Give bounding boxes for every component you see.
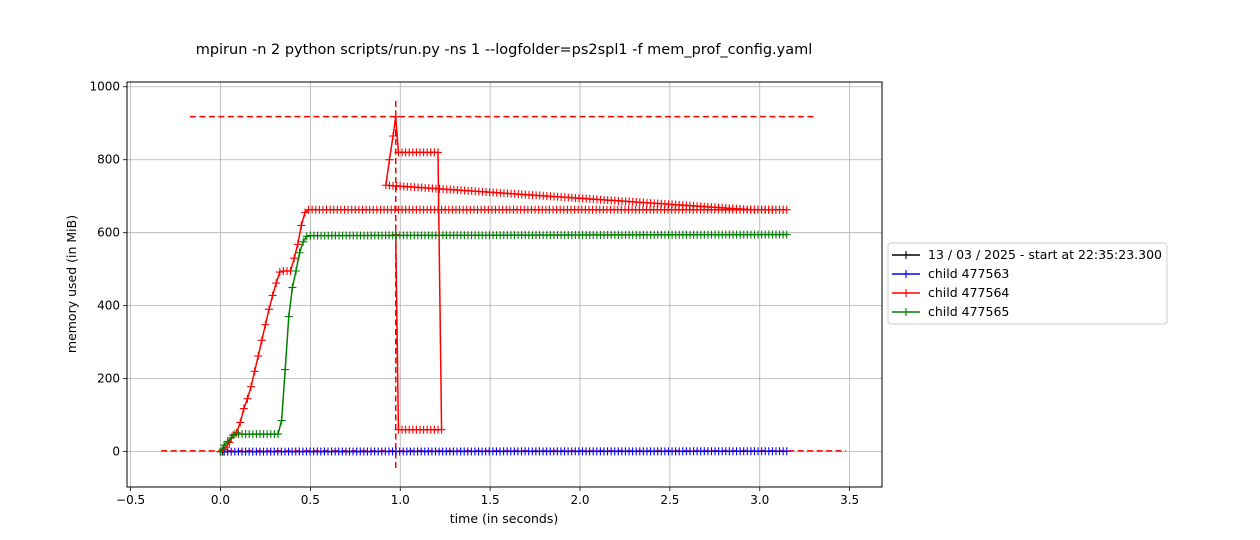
y-axis-label: memory used (in MiB) xyxy=(64,215,79,353)
data-point xyxy=(389,132,398,140)
legend: 13 / 03 / 2025 - start at 22:35:23.300 ch… xyxy=(887,242,1168,325)
x-tick-label: 3.5 xyxy=(840,493,859,507)
series-line xyxy=(219,233,787,452)
data-point xyxy=(274,430,282,439)
y-tick-label: 200 xyxy=(97,372,120,386)
data-point xyxy=(239,404,248,413)
data-point xyxy=(257,336,266,345)
data-point xyxy=(290,254,299,263)
data-point xyxy=(291,267,300,275)
data-point xyxy=(433,148,442,157)
axes-frame xyxy=(126,81,883,488)
data-point xyxy=(268,291,277,300)
legend-entry-label: child 477564 xyxy=(928,285,1009,300)
legend-entry-label: child 477565 xyxy=(928,304,1009,319)
legend-entry-label: child 477563 xyxy=(928,266,1009,281)
plot-area xyxy=(216,112,791,456)
data-point xyxy=(236,418,245,427)
data-point xyxy=(295,248,304,257)
x-axis-ticks: −0.5 0.0 0.5 1.0 1.5 2.0 2.5 3.0 3.5 xyxy=(116,487,859,507)
data-point xyxy=(216,447,225,456)
legend-entry-label: 13 / 03 / 2025 - start at 22:35:23.300 xyxy=(928,247,1162,262)
data-point xyxy=(782,447,791,456)
legend-swatch-marker xyxy=(902,289,910,297)
chart-title: mpirun -n 2 python scripts/run.py -ns 1 … xyxy=(196,42,813,58)
legend-box xyxy=(887,242,1168,325)
data-point xyxy=(272,279,281,288)
data-point xyxy=(261,320,270,329)
data-point xyxy=(250,367,259,376)
data-point xyxy=(277,416,286,425)
data-point xyxy=(284,312,293,321)
legend-swatch-marker xyxy=(902,308,910,316)
data-point xyxy=(243,394,252,403)
data-point xyxy=(247,382,256,391)
legend-swatch-marker xyxy=(902,270,910,278)
data-point xyxy=(227,433,236,442)
y-tick-label: 800 xyxy=(97,153,120,167)
x-tick-label: 0.0 xyxy=(211,493,230,507)
data-point xyxy=(281,365,290,374)
x-tick-label: 1.5 xyxy=(481,493,500,507)
data-point xyxy=(288,283,297,292)
y-tick-label: 600 xyxy=(97,226,120,240)
data-point xyxy=(275,268,284,277)
y-axis-ticks: 0 200 400 600 800 1000 xyxy=(89,80,127,459)
x-tick-label: 3.0 xyxy=(750,493,769,507)
y-tick-label: 0 xyxy=(112,445,120,459)
data-point xyxy=(381,181,390,190)
x-tick-label: −0.5 xyxy=(116,493,145,507)
data-point xyxy=(394,425,403,434)
legend-swatch-marker xyxy=(902,251,910,259)
data-point xyxy=(297,221,306,230)
data-point xyxy=(299,237,308,246)
series-3 xyxy=(216,112,791,456)
x-tick-label: 1.0 xyxy=(391,493,410,507)
y-tick-label: 1000 xyxy=(89,80,120,94)
x-axis-label: time (in seconds) xyxy=(450,511,558,526)
x-tick-label: 2.5 xyxy=(660,493,679,507)
data-point xyxy=(232,428,241,437)
x-tick-label: 0.5 xyxy=(301,493,320,507)
data-point xyxy=(223,437,232,446)
data-point xyxy=(302,232,311,241)
data-point xyxy=(293,240,302,249)
data-point xyxy=(782,230,791,239)
data-point xyxy=(385,155,394,164)
data-point xyxy=(265,305,274,314)
series-2 xyxy=(220,447,791,456)
data-point xyxy=(391,112,400,121)
y-tick-label: 400 xyxy=(97,299,120,313)
series-4 xyxy=(216,230,791,456)
x-tick-label: 2.0 xyxy=(570,493,589,507)
data-point xyxy=(220,441,229,450)
data-point xyxy=(254,352,263,361)
